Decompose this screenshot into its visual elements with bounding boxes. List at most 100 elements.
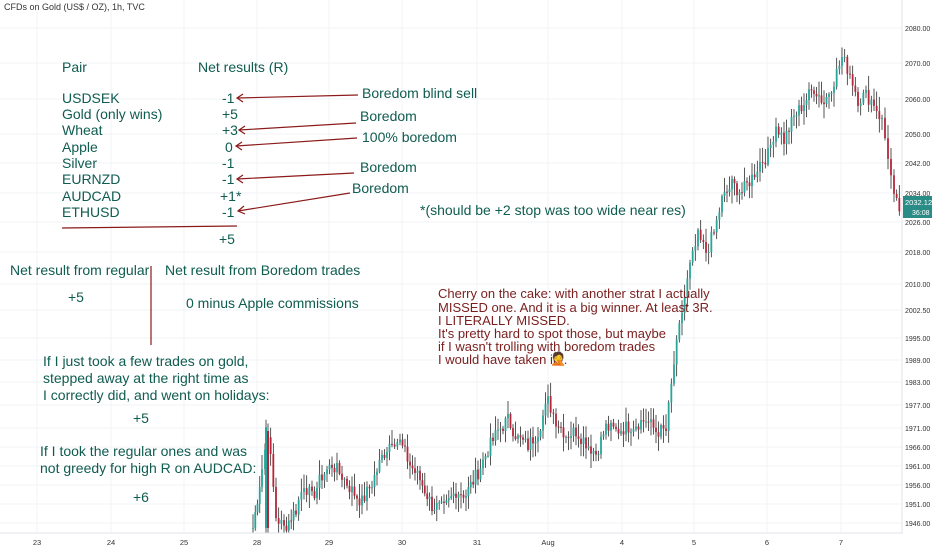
candle-body	[487, 455, 489, 457]
candle-body	[884, 117, 886, 139]
time-tick-label: Aug	[541, 538, 554, 547]
table-row-pair: Wheat	[62, 122, 103, 138]
candle-body	[366, 486, 368, 502]
candle-body	[859, 103, 862, 106]
candle-body	[326, 469, 328, 475]
candle-body	[617, 428, 620, 434]
arrow-usdsek-head	[235, 93, 244, 103]
candle-body	[675, 339, 678, 365]
cherry-note-line: I would have taken it...	[438, 352, 568, 367]
candle-body	[833, 86, 835, 93]
candle-body	[775, 126, 777, 142]
candle-body	[479, 468, 482, 480]
candle-body	[472, 481, 475, 485]
price-tick-label: 1956.00	[905, 483, 930, 490]
price-tick-label: 1977.00	[905, 403, 930, 410]
candle-body	[723, 191, 726, 196]
time-tick-label: 30	[398, 538, 406, 547]
candle-body	[650, 419, 652, 422]
candle-body	[867, 89, 870, 105]
candle-body	[854, 85, 857, 92]
candle-body	[295, 510, 297, 515]
candle-body	[777, 126, 780, 135]
candle-body	[300, 492, 303, 500]
candle-body	[577, 436, 580, 439]
note-audcad: *(should be +2 stop was too wide near re…	[420, 202, 686, 218]
price-tick-label: 2042.00	[905, 161, 930, 168]
candle-body	[857, 91, 859, 106]
candle-body	[772, 141, 775, 145]
candle-body	[707, 251, 710, 253]
price-tick-label: 2010.00	[905, 282, 930, 289]
note-boredom-wheat: Boredom	[360, 108, 417, 124]
candle-body	[416, 470, 419, 473]
candle-body	[527, 438, 529, 450]
candle-body	[795, 115, 798, 117]
candle-body	[386, 451, 388, 458]
candle-body	[517, 435, 519, 439]
candle-body	[348, 485, 351, 493]
last-price-badge	[903, 196, 932, 218]
candle-body	[363, 495, 366, 502]
candle-body	[507, 413, 509, 419]
time-tick-label: 28	[253, 538, 261, 547]
total-underline	[61, 225, 238, 229]
candle-body	[746, 181, 748, 183]
candle-body	[575, 427, 577, 437]
candle-body	[873, 99, 875, 106]
price-axis-labels: 2080.00 2070.00 2060.00 2050.00 2042.00 2034.…	[905, 26, 930, 528]
price-tick-label: 1995.00	[905, 336, 930, 343]
candle-body	[549, 396, 552, 413]
arrow-usdsek	[236, 94, 359, 99]
candle-body	[297, 499, 300, 515]
candle-body	[602, 434, 605, 437]
candle-body	[534, 441, 537, 444]
candle-body	[499, 428, 502, 430]
candle-body	[311, 486, 313, 492]
note-blind-sell: Boredom blind sell	[362, 85, 478, 101]
candle-body	[537, 437, 539, 442]
candle-body	[443, 501, 445, 503]
candle-body	[426, 493, 429, 500]
candle-body	[433, 509, 436, 512]
candle-body	[484, 456, 487, 460]
candle-body	[665, 428, 667, 432]
candle-body	[305, 488, 308, 495]
candle-body	[756, 171, 759, 178]
candle-body	[378, 459, 381, 472]
candle-body	[285, 525, 288, 531]
time-axis-background	[0, 533, 903, 550]
price-tick-label: 1983.00	[905, 380, 930, 387]
candle-body	[875, 105, 878, 112]
candle-body	[630, 431, 632, 433]
candle-body	[303, 488, 305, 493]
candle-body	[741, 192, 743, 194]
candle-body	[519, 435, 522, 438]
price-tick-label: 1951.00	[905, 502, 930, 509]
candle-body	[764, 162, 767, 165]
candle-body	[790, 117, 793, 132]
candle-body	[457, 494, 460, 498]
candle-body	[555, 413, 557, 427]
candle-body	[308, 486, 311, 495]
candle-body	[686, 278, 689, 297]
chart-symbol-title: CFDs on Gold (US$ / OZ), 1h, TVC	[4, 2, 145, 12]
candle-body	[710, 232, 713, 252]
candle-body	[313, 491, 316, 499]
candle-body	[258, 487, 261, 504]
candle-body	[898, 197, 901, 212]
candle-body	[401, 439, 404, 446]
price-tick-label: 1961.00	[905, 464, 930, 471]
table-row-pair: AUDCAD	[62, 188, 122, 204]
candle-body	[585, 437, 587, 449]
candle-body	[544, 403, 547, 416]
cherry-note-line: It's pretty hard to spot those, but mayb…	[438, 326, 666, 341]
candle-body	[647, 421, 650, 423]
candle-body	[694, 246, 697, 251]
candle-body	[825, 96, 828, 105]
candle-body	[681, 312, 683, 324]
candle-body	[805, 100, 808, 105]
candle-body	[452, 493, 455, 497]
candle-body	[356, 495, 358, 499]
